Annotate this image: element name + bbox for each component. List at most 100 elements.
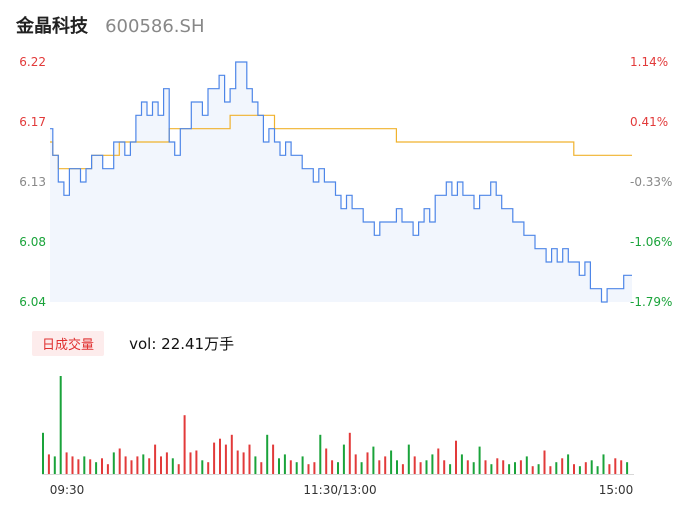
volume-bar [236,450,239,474]
time-axis: 09:30 11:30/13:00 15:00 [50,483,634,497]
volume-tab[interactable]: 日成交量 [32,331,105,356]
time-tick-label: 15:00 [599,483,634,497]
volume-bar [443,460,446,474]
volume-bar [555,462,558,474]
volume-bar [425,460,428,474]
stock-name: 金晶科技 [16,16,88,37]
volume-bar [171,458,174,474]
volume-bar [354,454,357,474]
volume-bar [496,458,499,474]
left-price-axis: 6.22 6.17 6.13 6.08 6.04 [19,55,46,309]
right-tick-label: 0.41% [630,115,668,129]
volume-bar [460,454,463,474]
volume-bar [89,459,92,474]
volume-bar [313,462,316,474]
volume-bar [154,444,157,474]
volume-bar [83,456,86,474]
average-price-line [50,114,632,170]
volume-bar [537,464,540,474]
volume-bar [230,434,233,474]
volume-bar [301,456,304,474]
right-percent-axis: 1.14% 0.41% -0.33% -1.06% -1.79% [630,55,672,309]
volume-bar [148,458,151,474]
volume-bar [266,434,269,474]
volume-bar [342,444,345,474]
volume-bar [508,464,511,474]
right-tick-label: 1.14% [630,55,668,69]
volume-bar [295,462,298,474]
volume-bar [42,432,44,474]
volume-bar [106,464,109,474]
volume-bar [437,448,440,474]
volume-bar [573,464,575,474]
volume-bar [378,460,381,474]
volume-bar [195,450,198,474]
volume-bar [224,444,227,474]
volume-bar [602,454,605,474]
volume-bar [396,460,398,474]
volume-bar [466,460,469,474]
volume-bar [118,448,121,474]
stock-code: 600586.SH [105,16,205,37]
volume-bar [620,460,623,474]
volume-bar [71,456,74,474]
volume-bar [449,464,452,474]
volume-bar [407,444,410,474]
volume-bars [42,376,629,474]
volume-bar [325,448,328,474]
volume-bar [502,460,505,474]
volume-summary: vol: 22.41万手 [129,335,235,353]
volume-bar [384,456,387,474]
volume-bar [596,466,599,474]
right-tick-label: -0.33% [630,175,672,189]
volume-bar [431,454,434,474]
volume-bar [578,466,581,474]
volume-bar [590,460,593,474]
volume-bar [531,466,534,474]
volume-bar [65,452,68,474]
volume-bar [142,454,145,474]
price-area-fill [50,62,632,302]
volume-bar [614,458,617,474]
volume-bar [626,462,629,474]
volume-bar [567,454,570,474]
volume-bar [101,458,103,474]
volume-bar [348,432,351,474]
volume-bar [401,464,404,474]
volume-bar [543,450,546,474]
volume-bar [278,458,280,474]
left-tick-label: 6.04 [19,295,46,309]
right-tick-label: -1.79% [630,295,672,309]
volume-bar [608,464,611,474]
right-tick-label: -1.06% [630,235,672,249]
volume-bar [561,458,564,474]
volume-bar [307,464,310,474]
volume-bar [319,434,322,474]
volume-bar [478,446,481,474]
volume-bar [390,450,393,474]
volume-bar [47,454,50,474]
volume-bar [130,460,133,474]
volume-bar [201,460,204,474]
volume-bar [248,444,251,474]
volume-bar [490,464,493,474]
volume-bar [124,456,127,474]
volume-bar [207,462,210,474]
volume-bar [549,466,552,474]
stock-header: 金晶科技 600586.SH [16,12,205,40]
volume-bar [472,462,475,474]
volume-bar [112,452,115,474]
volume-bar [254,456,257,474]
volume-bar [337,462,339,474]
volume-bar [372,446,375,474]
left-tick-label: 6.08 [19,235,46,249]
volume-bar [160,456,162,474]
volume-bar [519,460,522,474]
volume-bar [584,462,587,474]
volume-bar [289,460,292,474]
volume-bar [177,464,180,474]
volume-bar [514,462,516,474]
left-tick-label: 6.17 [19,115,46,129]
volume-bar [413,456,416,474]
